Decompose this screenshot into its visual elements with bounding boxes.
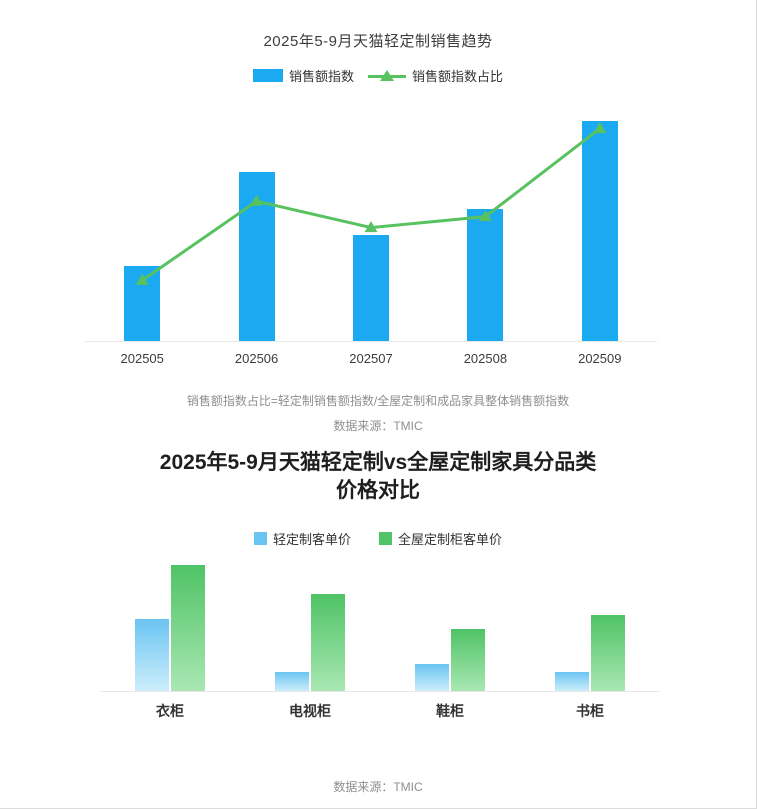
triangle-marker-icon: [593, 122, 607, 134]
ratio-line-layer: [135, 122, 607, 285]
legend-label-sales-index: 销售额指数: [288, 69, 354, 84]
light-custom-swatch-icon: [253, 532, 267, 545]
triangle-marker-icon: [478, 210, 492, 222]
triangle-marker-icon: [364, 221, 378, 233]
sales-index-bar: [353, 235, 389, 341]
full-custom-price-bar: [591, 615, 625, 691]
full-custom-swatch-icon: [379, 532, 392, 545]
full-custom-price-bar: [311, 594, 345, 691]
chart1-footnote: 销售额指数占比=轻定制销售额指数/全屋定制和成品家具整体销售额指数: [186, 394, 570, 408]
chart2-title: 2025年5-9月天猫轻定制vs全屋定制家具分品类 价格对比: [0, 449, 756, 505]
chart1-x-label: 202508: [463, 351, 508, 366]
triangle-marker-icon: [135, 273, 149, 285]
chart2-x-label: 衣柜: [156, 703, 184, 719]
bar-swatch-icon: [252, 69, 283, 82]
chart2-x-label: 书柜: [576, 703, 604, 719]
legend-label-light-custom: 轻定制客单价: [272, 532, 351, 547]
chart1-x-label: 202507: [349, 351, 393, 366]
full-custom-price-bar: [451, 629, 485, 691]
chart2-legend: 轻定制客单价 全屋定制柜客单价: [0, 529, 756, 548]
full-custom-price-bar: [171, 565, 205, 691]
legend-label-full-custom: 全屋定制柜客单价: [398, 532, 503, 547]
chart2-title-line2: 价格对比: [336, 479, 420, 502]
chart2-x-axis: 衣柜 电视柜 鞋柜 书柜: [100, 701, 660, 721]
line-swatch-icon: [368, 69, 406, 83]
chart1-title: 2025年5-9月天猫轻定制销售趋势: [263, 33, 493, 50]
chart2-x-label: 鞋柜: [436, 703, 464, 719]
legend-item-sales-index: 销售额指数: [252, 66, 354, 85]
sales-index-bar: [467, 209, 504, 341]
legend-item-sales-ratio: 销售额指数占比: [368, 66, 503, 85]
chart2-plot-area: [100, 553, 660, 692]
chart1-legend: 销售额指数 销售额指数占比: [0, 66, 756, 85]
chart1-x-label: 202506: [234, 351, 279, 366]
legend-label-sales-ratio: 销售额指数占比: [412, 69, 504, 84]
chart1-x-label: 202505: [120, 351, 164, 366]
chart2-title-line1: 2025年5-9月天猫轻定制vs全屋定制家具分品类: [159, 451, 597, 474]
chart1-x-label: 202509: [578, 351, 622, 366]
chart1-source: 数据来源：TMIC: [333, 419, 423, 433]
trend-line: [141, 127, 601, 282]
light-custom-price-bar: [555, 672, 589, 691]
chart2-x-label: 电视柜: [289, 703, 331, 719]
light-custom-price-bar: [275, 672, 309, 691]
light-custom-price-bar: [415, 664, 449, 691]
chart1-plot-area: [85, 100, 657, 342]
chart1-x-axis: 202505 202506 202507 202508 202509: [85, 351, 657, 369]
legend-item-full-custom: 全屋定制柜客单价: [379, 529, 502, 548]
legend-item-light-custom: 轻定制客单价: [253, 529, 351, 548]
triangle-marker-icon: [250, 194, 264, 206]
light-custom-price-bar: [135, 619, 169, 691]
chart2-source: 数据来源：TMIC: [333, 780, 423, 794]
sales-index-bar: [581, 121, 618, 341]
